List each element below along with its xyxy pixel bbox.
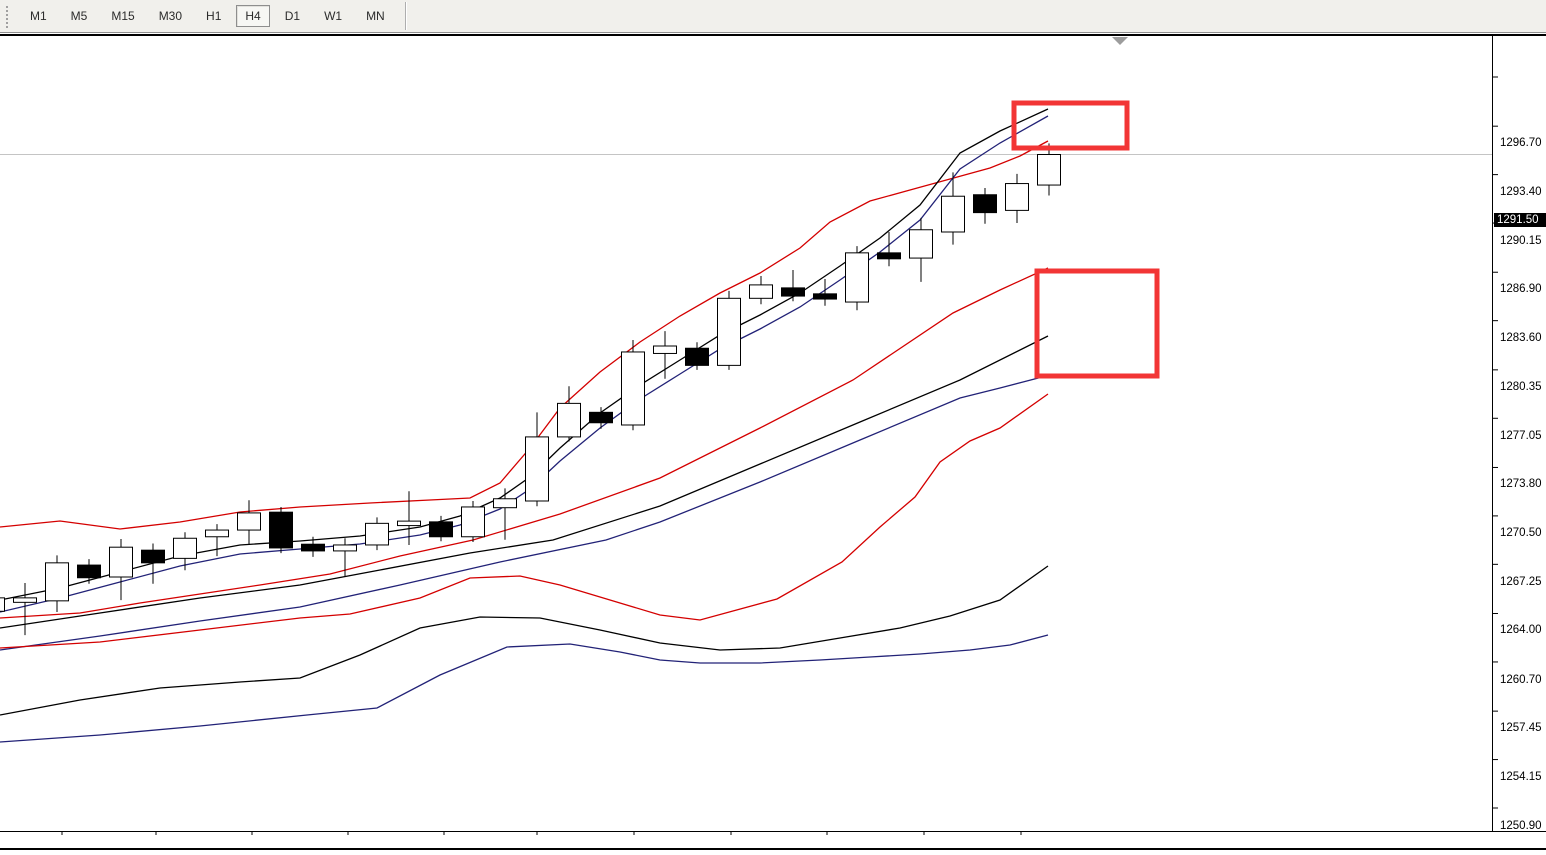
ma-line-mid-black	[0, 335, 1049, 629]
candle-body-bull	[0, 597, 5, 612]
candle-body-bull	[525, 436, 549, 502]
candle-body-bull	[1037, 153, 1061, 186]
timeframe-button-group: M1 M5 M15 M30 H1 H4 D1 W1 MN	[18, 5, 397, 27]
ma-line-slow-navy	[0, 634, 1049, 743]
candle-body-bear	[685, 347, 709, 366]
timeframe-button-MN[interactable]: MN	[366, 9, 385, 23]
price-tick-label: 1296.70	[1500, 137, 1542, 149]
candle-body-bull	[365, 522, 389, 546]
timeframe-button-M15[interactable]: M15	[111, 9, 135, 23]
price-tick-label: 1270.50	[1500, 527, 1542, 540]
candle-body-bull	[109, 546, 133, 578]
window-bottom-border	[0, 848, 1546, 850]
ma-line-slow-red	[0, 393, 1049, 649]
chart-shift-marker-icon[interactable]	[1112, 37, 1128, 45]
timeframe-button-M1[interactable]: M1	[30, 9, 47, 23]
candle-body-bull	[173, 537, 197, 559]
candle-body-bear	[813, 293, 837, 300]
candle-body-bear	[77, 564, 101, 579]
candle-body-bull	[749, 284, 773, 299]
candle-body-bull	[333, 544, 357, 552]
ma-line-fast-red	[0, 140, 1049, 530]
price-tick-label: 1290.15	[1500, 234, 1542, 247]
candle-body-bull	[493, 498, 517, 509]
candle-body-bear	[973, 194, 997, 214]
annotation-rectangle[interactable]	[1011, 100, 1130, 151]
price-tick-label: 1267.25	[1500, 575, 1542, 588]
ma-line-mid-red	[0, 267, 1049, 619]
candlestick-chart-canvas[interactable]	[0, 33, 1546, 855]
ma-line-fast-navy	[0, 115, 1049, 613]
current-price-tag: 1291.50	[1494, 213, 1546, 228]
price-tick-label: 1277.05	[1500, 429, 1542, 442]
candle-body-bear	[781, 287, 805, 297]
candle-body-bear	[141, 549, 165, 564]
price-tick-label: 1286.90	[1500, 283, 1542, 296]
candle-body-bull	[13, 597, 37, 603]
timeframe-toolbar: M1 M5 M15 M30 H1 H4 D1 W1 MN	[0, 0, 1546, 33]
timeframe-button-W1[interactable]: W1	[324, 9, 343, 23]
candle-body-bear	[269, 511, 293, 549]
timeframe-button-H4[interactable]: H4	[236, 5, 270, 27]
candle-body-bear	[429, 521, 453, 538]
price-tick-label: 1280.35	[1500, 380, 1542, 393]
price-tick-label: 1283.60	[1500, 332, 1542, 345]
price-tick-label: 1260.70	[1500, 673, 1542, 686]
price-tick-label: 1254.15	[1500, 771, 1542, 784]
candle-body-bull	[1005, 183, 1029, 211]
candle-body-bull	[397, 520, 421, 527]
chart-area[interactable]: 1291.50 1296.70 1293.40 1290.15 1286.90 1283…	[0, 33, 1546, 855]
ma-line-mid-navy	[0, 375, 1047, 651]
timeframe-button-M30[interactable]: M30	[158, 9, 183, 23]
ma-line-slow-black	[0, 565, 1049, 716]
candle-body-bull	[45, 562, 69, 602]
candle-body-bull	[205, 529, 229, 538]
candle-body-bull	[557, 402, 581, 438]
candle-body-bull	[941, 195, 965, 233]
candle-body-bear	[301, 543, 325, 552]
chart-top-border	[0, 34, 1546, 36]
price-tick-label: 1264.00	[1500, 624, 1542, 637]
price-tick-label: 1293.40	[1500, 186, 1542, 199]
candle-body-bull	[909, 229, 933, 259]
candle-body-bull	[653, 345, 677, 354]
price-tick-label: 1250.90	[1500, 819, 1542, 832]
candle-body-bull	[845, 252, 869, 303]
timeframe-button-M5[interactable]: M5	[70, 9, 88, 23]
timeframe-button-H1[interactable]: H1	[206, 9, 222, 23]
toolbar-grip-icon[interactable]	[4, 4, 10, 28]
toolbar-separator	[404, 2, 406, 30]
price-tick-label: 1273.80	[1500, 478, 1542, 491]
annotation-rectangle[interactable]	[1034, 268, 1160, 379]
timeframe-button-D1[interactable]: D1	[284, 9, 301, 23]
candle-body-bear	[589, 411, 613, 424]
price-tick-label: 1257.45	[1500, 721, 1542, 734]
candle-body-bear	[877, 252, 901, 260]
candle-body-bull	[461, 506, 485, 538]
candle-body-bull	[717, 297, 741, 366]
candle-body-bull	[621, 351, 645, 426]
candle-body-bull	[237, 512, 261, 531]
